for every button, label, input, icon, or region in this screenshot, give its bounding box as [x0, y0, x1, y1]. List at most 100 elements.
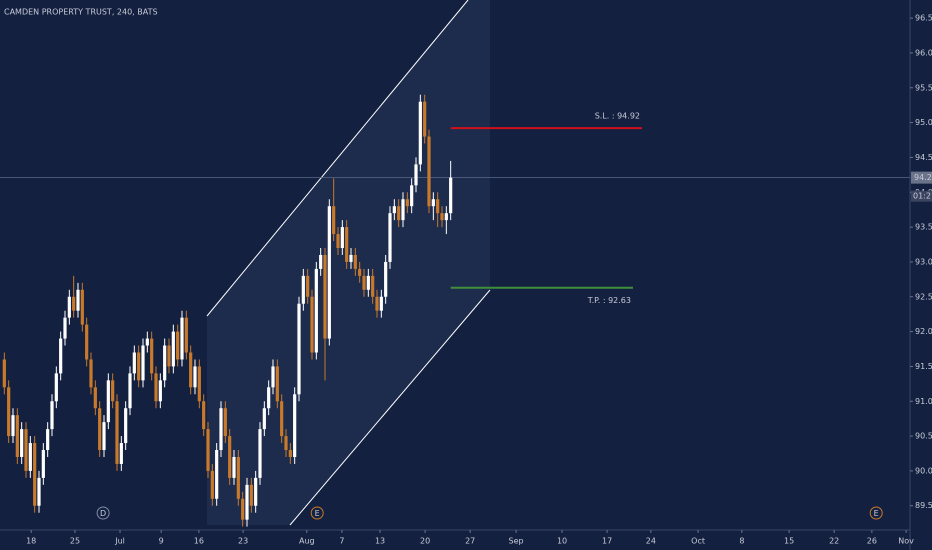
- candle-body: [67, 296, 71, 318]
- candle-body: [150, 338, 154, 374]
- y-tick-label: 92.00: [915, 327, 932, 336]
- candle-body: [310, 296, 314, 353]
- candle-body: [202, 401, 206, 430]
- candle-body: [102, 422, 106, 451]
- candle-body: [184, 317, 188, 353]
- candle-body: [358, 268, 362, 276]
- countdown-label: 01:21:5: [913, 192, 932, 201]
- candle-body: [449, 177, 453, 214]
- y-tick-label: 90.50: [915, 432, 932, 441]
- candle-body: [275, 366, 279, 402]
- candle-body: [28, 443, 32, 471]
- last-price-label: 94.21: [914, 173, 932, 182]
- candle-body: [236, 456, 240, 499]
- candle-body: [431, 199, 435, 207]
- candle-body: [288, 450, 292, 457]
- candle-body: [132, 352, 136, 374]
- y-tick-label: 91.00: [915, 397, 932, 406]
- x-tick-label: 20: [420, 537, 430, 546]
- y-tick-label: 91.50: [915, 362, 932, 371]
- candle-body: [392, 206, 396, 214]
- candle-body: [245, 484, 249, 520]
- candle-body: [297, 303, 301, 395]
- candle-body: [85, 324, 89, 360]
- candle-body: [54, 373, 58, 402]
- candle-body: [119, 443, 123, 464]
- x-tick-label: Aug: [299, 537, 315, 546]
- countdown-box: [911, 190, 932, 202]
- candle-body: [345, 227, 349, 262]
- candle-body: [423, 101, 427, 137]
- candle-body: [440, 213, 444, 221]
- candle-body: [427, 136, 431, 207]
- candle-body: [189, 352, 193, 388]
- x-tick-label: Nov: [898, 537, 914, 546]
- candle-body: [72, 296, 76, 311]
- candle-body: [137, 352, 141, 381]
- candle-body: [397, 206, 401, 221]
- candle-body: [327, 206, 331, 339]
- x-tick-label: 25: [70, 537, 80, 546]
- candle-body: [171, 331, 175, 367]
- candle-body: [59, 338, 63, 374]
- candle-body: [293, 394, 297, 457]
- candle-body: [353, 254, 357, 269]
- candle-body: [410, 185, 414, 207]
- candle-body: [284, 436, 288, 451]
- candle-body: [366, 275, 370, 290]
- y-tick-label: 92.50: [915, 292, 932, 301]
- candle-body: [145, 338, 149, 346]
- candle-body: [418, 101, 422, 165]
- candle-body: [306, 275, 310, 297]
- candle-body: [371, 275, 375, 297]
- x-tick-label: 9: [159, 537, 164, 546]
- candle-body: [444, 213, 448, 221]
- candle-body: [33, 443, 37, 506]
- candle-body: [98, 408, 102, 451]
- candle-body: [319, 254, 323, 269]
- candle-body: [41, 450, 45, 478]
- candle-body: [106, 380, 110, 423]
- x-tick-label: 24: [646, 537, 656, 546]
- candle-body: [219, 408, 223, 451]
- candle-body: [89, 359, 93, 388]
- candle-body: [323, 254, 327, 339]
- candle-body: [336, 234, 340, 248]
- x-tick-label: Oct: [691, 537, 705, 546]
- candle-body: [401, 199, 405, 221]
- x-tick-label: 23: [238, 537, 248, 546]
- candle-body: [258, 429, 262, 478]
- candle-body: [167, 345, 171, 367]
- x-tick-label: 22: [829, 537, 839, 546]
- level-label: S.L. : 94.92: [595, 112, 640, 121]
- x-tick-label: 17: [602, 537, 612, 546]
- x-tick-label: 13: [375, 537, 385, 546]
- candle-body: [362, 275, 366, 290]
- candle-body: [228, 436, 232, 478]
- candle-body: [414, 164, 418, 186]
- x-tick-label: 15: [784, 537, 794, 546]
- candle-body: [2, 359, 6, 388]
- candle-body: [193, 366, 197, 388]
- event-marker: [96, 506, 110, 520]
- y-tick-label: 96.00: [915, 48, 932, 57]
- x-tick-label: 7: [339, 537, 344, 546]
- candle-body: [375, 296, 379, 311]
- last-price-box: [911, 171, 932, 184]
- channel-lower: [289, 289, 491, 526]
- y-tick-label: 89.50: [915, 501, 932, 510]
- candle-body: [271, 366, 275, 388]
- candle-body: [388, 213, 392, 262]
- x-tick-label: Sep: [509, 537, 524, 546]
- candle-body: [63, 317, 67, 339]
- candle-body: [20, 429, 24, 457]
- candle-body: [50, 401, 54, 430]
- y-tick-label: 93.50: [915, 223, 932, 232]
- event-label: E: [315, 509, 320, 518]
- x-tick-label: 16: [194, 537, 204, 546]
- candle-body: [163, 345, 167, 381]
- candle-body: [11, 415, 15, 437]
- candle-body: [332, 206, 336, 235]
- candle-body: [223, 408, 227, 437]
